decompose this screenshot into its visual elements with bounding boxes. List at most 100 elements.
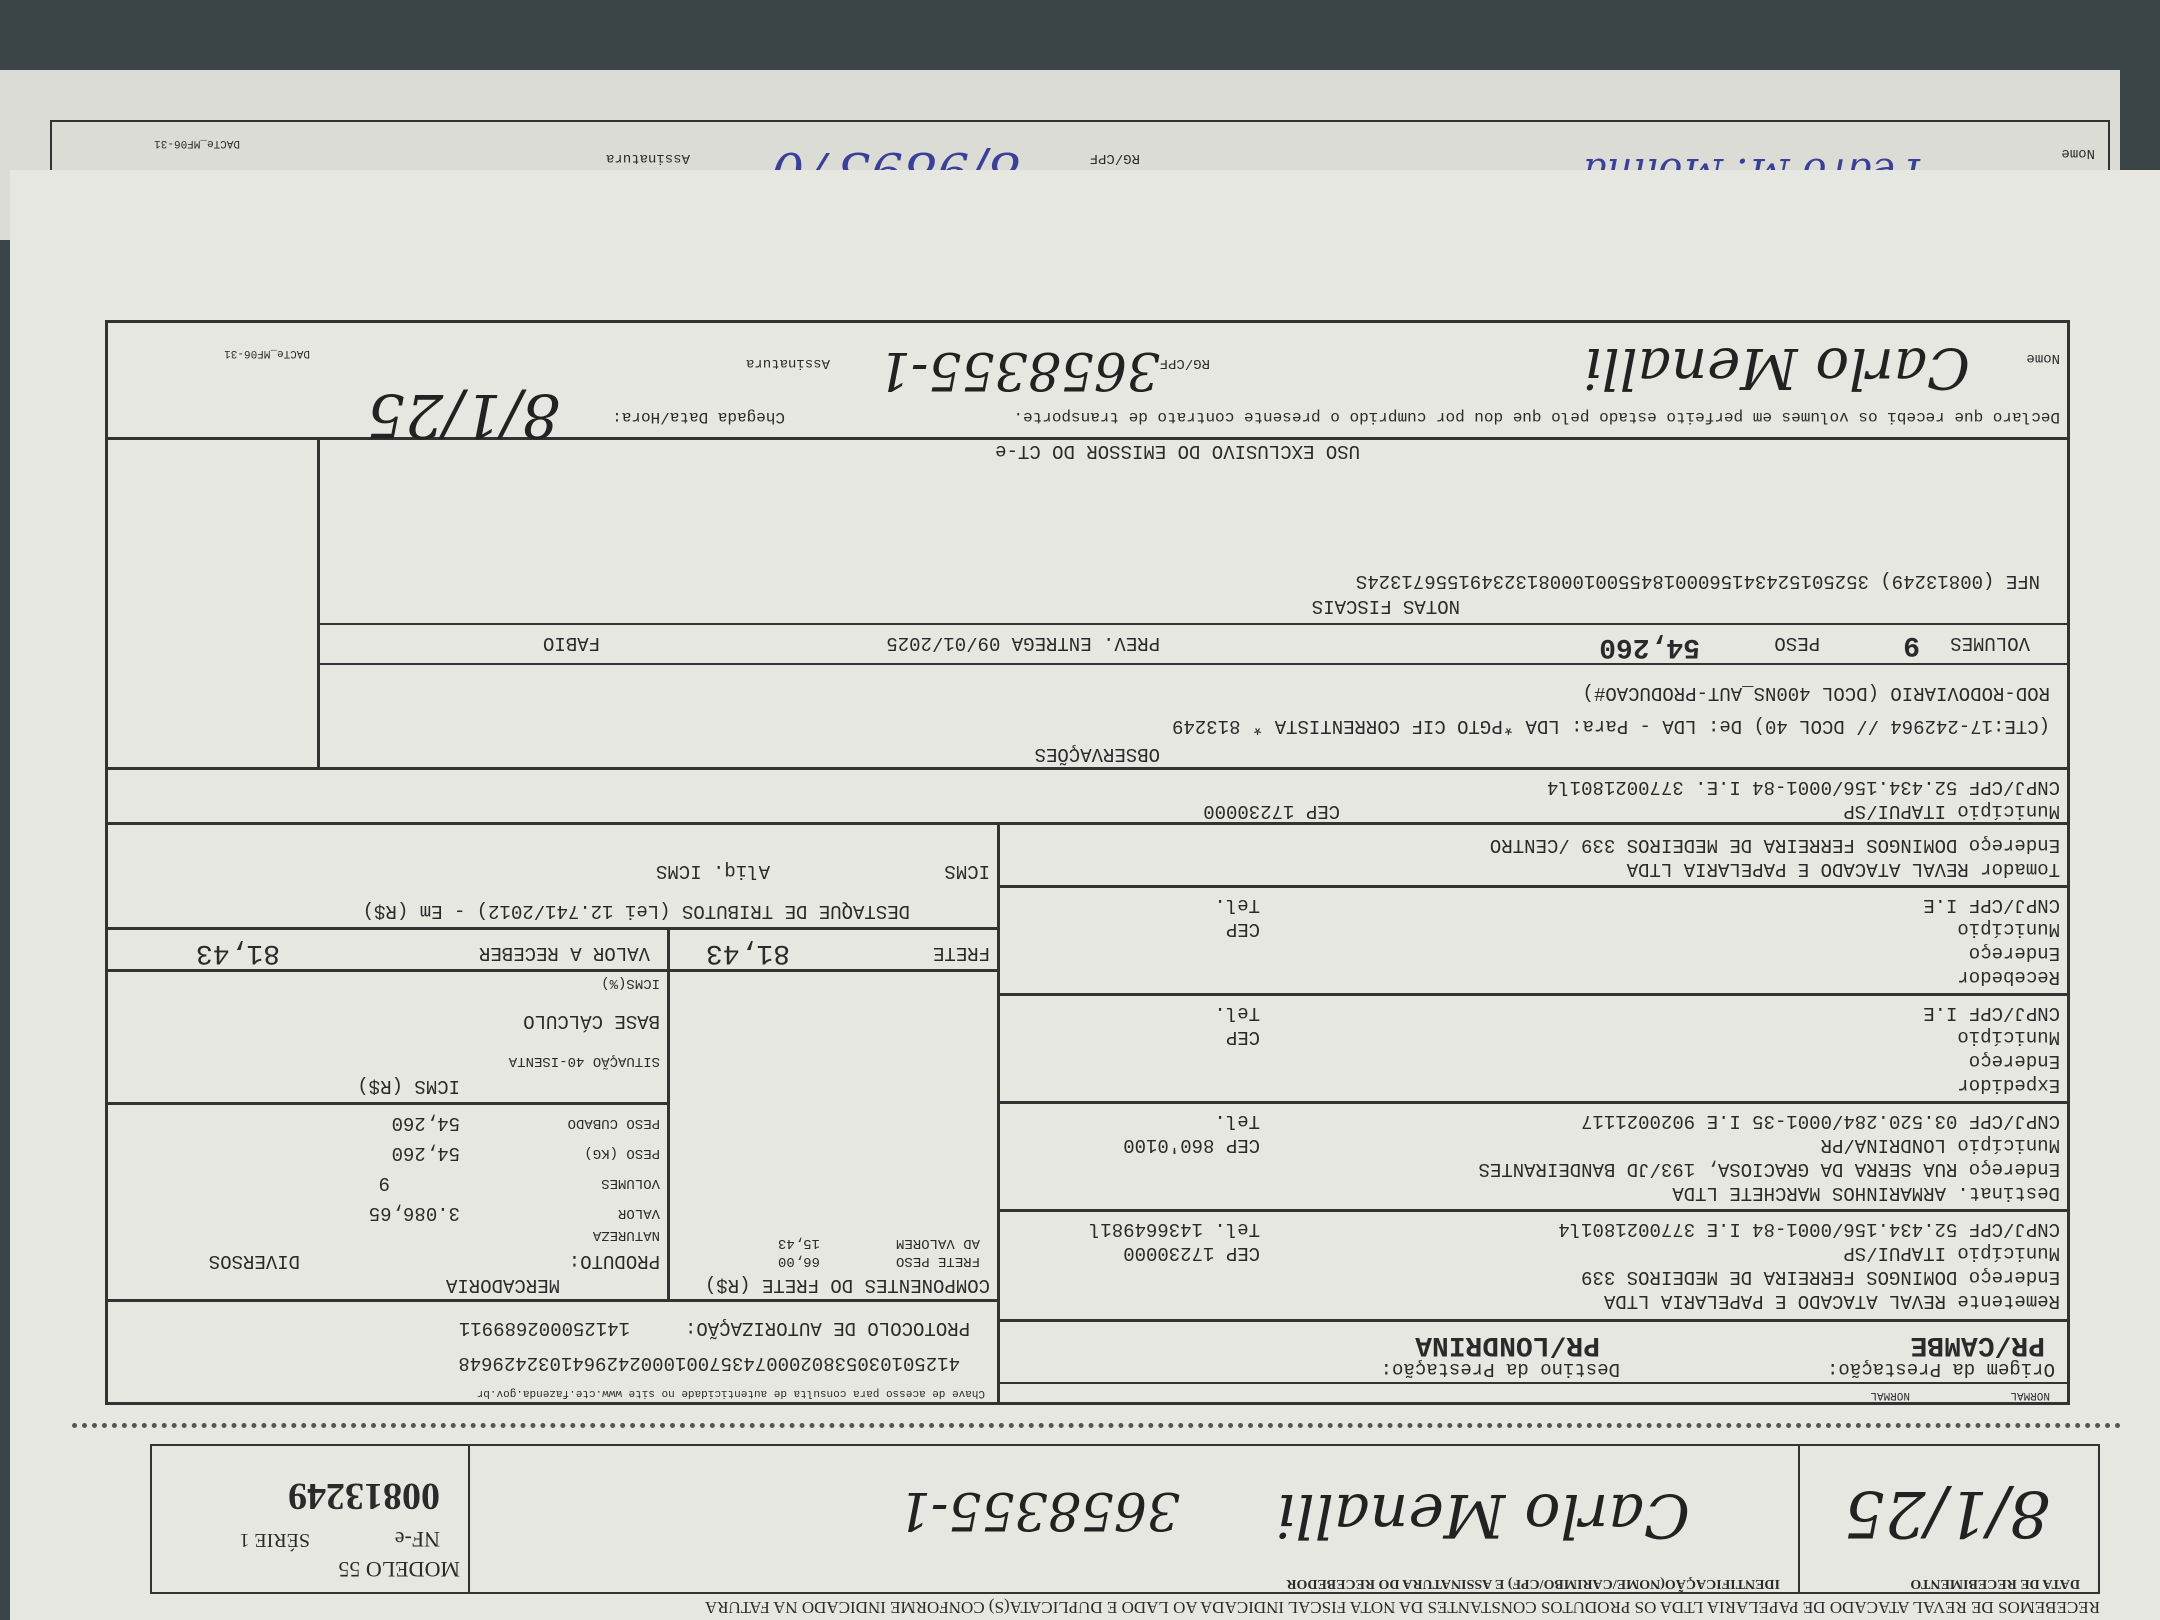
signature: Carlo Menalli [1583,335,1970,400]
protocolo-label: PROTOCOLO DE AUTORIZAÇÃO: [684,1317,970,1339]
valor-label: VALOR [617,1205,660,1221]
nfe-line: NFE (00813249) 3525015243415600018455001… [1355,570,2040,592]
icms-base: BASE CÁLCULO [523,1010,660,1032]
obs-peso-value: 54,260 [1599,631,1700,662]
expedidor-address: Endereço [1968,1050,2060,1072]
destinatario-name: Destinat. ARMARINHOS MARCHETE LTDA [1672,1182,2060,1204]
nf-number: 00813249 [288,1475,440,1517]
assinatura-label: Assinatura [745,355,830,371]
destino-label: Destino da Prestação: [1380,1358,1620,1380]
protocolo-value: 141250002689911 [458,1317,630,1339]
serie: SÉRIE 1 [239,1529,310,1551]
valor-receber-value: 81,43 [195,937,280,968]
modal-label: NORMAL [1870,1389,1910,1401]
observacoes-line1: (CTE:17-242964 // DCOL 40) De: LDA - Par… [1172,715,2050,737]
tributos-icms: ICMS [944,860,990,882]
observacoes-title: OBSERVAÇÕES [1034,743,1160,765]
observacoes-line2: ROD-RODOVIARIO (DCOL 400NS_AUT-PRODUCAO#… [1582,682,2050,704]
tomador-address: Endereço DOMINGOS FERREIRA DE MEDEIROS 3… [1489,834,2060,856]
recebedor-address: Endereço [1968,942,2060,964]
perforation [70,1423,2120,1428]
tributos-aliq: Aliq. ICMS [655,860,770,882]
rg-handwritten: 3658355-1 [897,1480,1180,1540]
expedidor-city: Município [1957,1026,2060,1048]
tomador-cnpj: CNPJ/CPF 52.434.156/0001-84 I.E. 3770021… [1546,776,2060,798]
identification-label: IDENTIFICAÇÃO(NOME/CARIMBO/CPF) E ASSINA… [1286,1576,1780,1591]
remetente-tel: Tel. 143664981l [1088,1218,1260,1240]
natureza-label: NATUREZA [592,1227,660,1243]
nome-label: Nome [2026,350,2060,366]
componentes-title: COMPONENTES DO FRETE (R$) [704,1274,990,1296]
tomador-cep: CEP 17230000 [1203,800,1340,822]
obs-peso-label: PESO [1774,632,1820,654]
assinatura-label: Assinatura [605,150,690,166]
natureza-value: MERCADORIA [445,1274,560,1296]
footer-code: DACTe_MF06-31 [224,347,310,359]
recebedor-city: Município [1957,918,2060,940]
chave-value: 4125010305380200074357001000242964103242… [458,1352,960,1374]
chegada-label: Chegada Data/Hora: [612,408,785,426]
destino-value: PR/LONDRINA [1415,1329,1600,1360]
origem-label: Origem da Prestação: [1826,1358,2055,1380]
frete-label: FRETE [932,942,990,964]
produto-value: DIVERSOS [208,1250,300,1272]
notas-fiscais-title: NOTAS FISCAIS [1311,595,1460,617]
declaro-text: Declaro que recebi os volumes em perfeit… [1013,408,2060,426]
icms-title: ICMS (R$) [357,1075,460,1097]
tomador-name: Tomador REVAL ATACADO E PAPELARIA LTDA [1626,858,2060,880]
ad-valorem-label: AD VALOREM [895,1235,980,1251]
nome-label: Nome [2061,145,2095,161]
expedidor-cep: CEP [1225,1026,1260,1048]
chave-label: Chave de acesso para consulta de autenti… [476,1387,985,1399]
rg-label: RG/CPF [1159,355,1210,371]
expedidor-tel: Tel. [1214,1002,1260,1024]
dacte-sheet: RECEBEMOS DE REVAL ATACADO DE PAPELARIA … [10,170,2160,1620]
recebedor-tel: Tel. [1214,894,1260,916]
tomador-city: Município ITAPUI/SP [1843,800,2060,822]
tributos-title: DESTAQUE DE TRIBUTOS (Lei 12.741/2012) -… [362,900,910,922]
obs-volumes-value: 9 [1903,629,1920,660]
date-handwritten: 8/1/25 [1844,1476,2050,1550]
frete-value: 81,43 [705,937,790,968]
remetente-cnpj: CNPJ/CPF 52.434.156/0001-84 I.E 37700218… [1558,1218,2060,1240]
rg-label: RG/CPF [1089,150,1140,166]
origem-value: PR/CAMBE [1910,1329,2045,1360]
recipient-signature: Carlo Menalli [1276,1480,1690,1550]
volumes-label: VOLUMES [601,1175,660,1191]
nfe-label: NF-e [394,1527,440,1552]
modal-label: NORMAL [2010,1389,2050,1401]
rg-handwritten: 3658355-1 [877,340,1160,400]
conferente: FABIO [542,632,600,654]
footer-code: DACTe_MF06-31 [154,137,240,149]
date-label: DATA DE RECEBIMENTO [1910,1576,2080,1591]
produto-label: PRODUTO: [568,1250,660,1272]
frete-peso-label: FRETE PESO [895,1253,980,1269]
recebedor-cep: CEP [1225,918,1260,940]
peso-label: PESO (KG) [584,1145,660,1161]
valor-receber-label: VALOR A RECEBER [478,942,650,964]
uso-exclusivo: USO EXCLUSIVO DO EMISSOR DO CT-e [995,440,1360,462]
chegada-handwritten: 8/1/25 [366,380,560,450]
expedidor-cnpj: CNPJ/CPF I.E [1923,1002,2060,1024]
recebedor-cnpj: CNPJ/CPF I.E [1923,894,2060,916]
destinatario-address: Endereço RUA SERRA DA GRACIOSA, 193/JD B… [1478,1158,2061,1180]
destinatario-cep: CEP 860'0100 [1123,1134,1260,1156]
remetente-name: Remetente REVAL ATACADO E PAPELARIA LTDA [1603,1290,2060,1312]
peso-cubado-label: PESO CUBADO [567,1115,660,1131]
icms-pct: ICMS(%) [601,975,660,991]
peso-cubado-value: 54,260 [391,1112,460,1134]
remetente-cep: CEP 17230000 [1123,1242,1260,1264]
volumes-value: 9 [378,1172,390,1194]
frete-peso-value: 66,00 [777,1253,820,1269]
peso-value: 54,260 [391,1142,460,1164]
receipt-header: RECEBEMOS DE REVAL ATACADO DE PAPELARIA … [704,1598,2100,1617]
icms-situacao: SITUAÇÃO 40-ISENTA [508,1053,660,1069]
remetente-city: Município ITAPUI/SP [1843,1242,2060,1264]
expedidor-name: Expedidor [1957,1074,2060,1096]
recebedor-name: Recebedor [1957,966,2060,988]
valor-value: 3.086,65 [368,1202,460,1224]
modelo: MODELO 55 [338,1557,460,1582]
destinatario-tel: Tel. [1214,1110,1260,1132]
remetente-address: Endereço DOMINGOS FERREIRA DE MEDEIROS 3… [1581,1266,2060,1288]
